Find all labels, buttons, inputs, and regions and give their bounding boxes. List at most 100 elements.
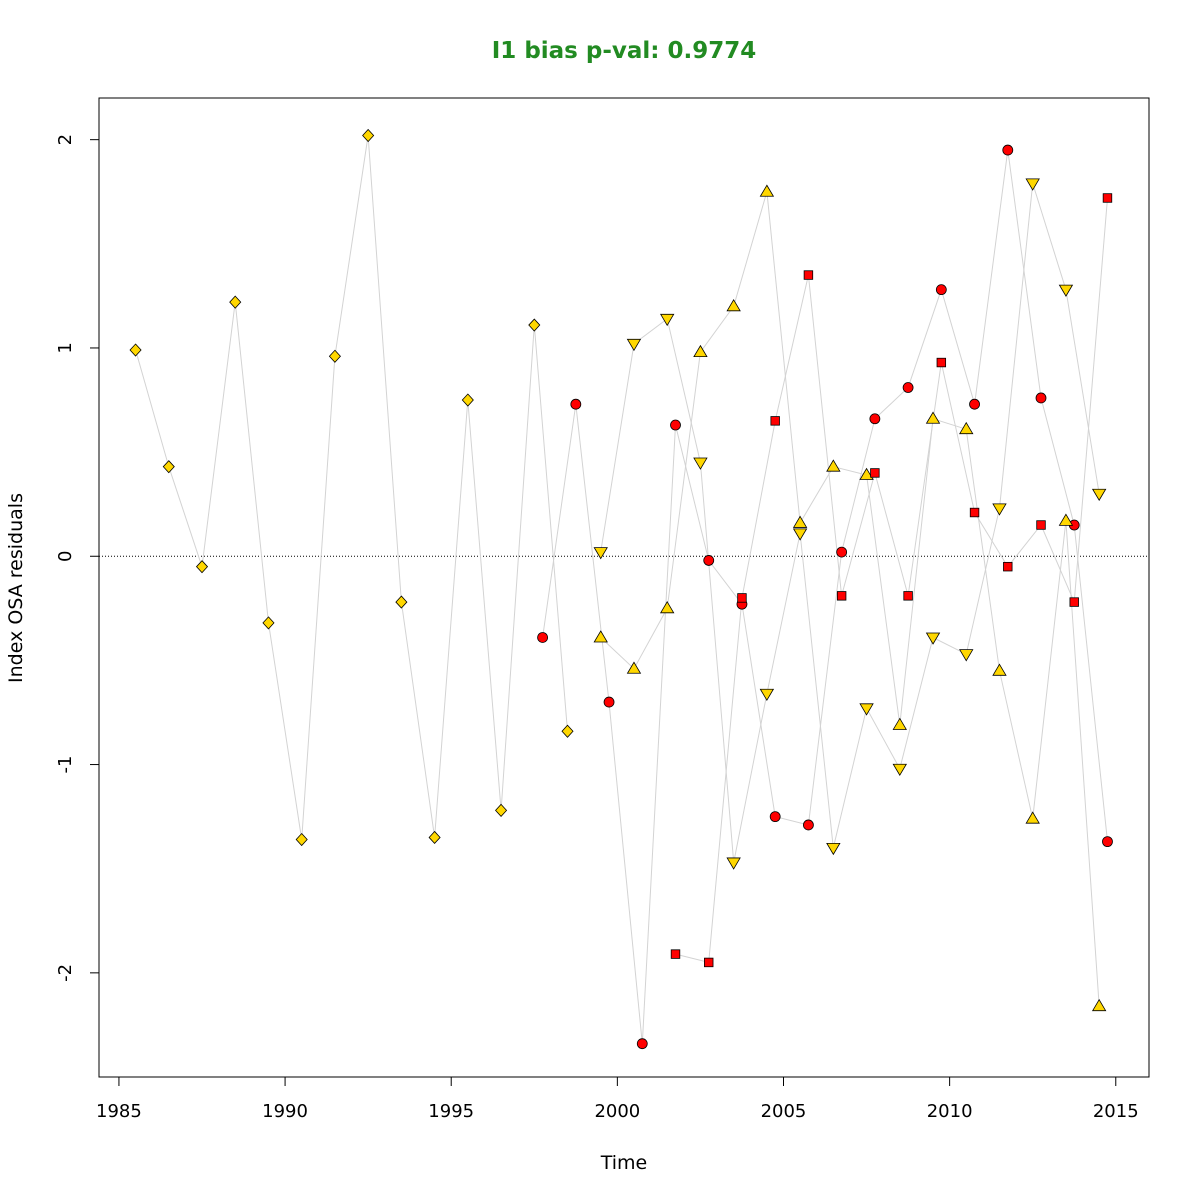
series-square-line: [675, 197, 1108, 964]
data-point-square: [836, 591, 847, 601]
x-tick-label: 2000: [594, 1101, 640, 1122]
data-point-circle: [902, 382, 914, 393]
series-triangle-up-line: [600, 191, 1100, 1007]
data-point-square: [936, 357, 947, 368]
data-point-circle: [537, 632, 548, 643]
data-point-triangle-down: [925, 632, 941, 645]
data-point-diamond: [162, 460, 175, 474]
data-point-triangle-down: [826, 842, 841, 856]
data-point-triangle-down: [859, 703, 874, 716]
data-point-triangle-down: [1025, 178, 1040, 191]
data-point-triangle-up: [626, 661, 642, 674]
data-point-diamond: [362, 128, 375, 143]
data-point-circle: [1102, 836, 1113, 848]
data-point-circle: [803, 819, 814, 831]
series-diamond-line: [135, 135, 568, 840]
data-point-circle: [769, 811, 781, 823]
data-point-triangle-down: [792, 528, 808, 541]
y-tick-label: -1: [55, 756, 76, 774]
series-points: [129, 128, 1113, 1050]
series-triangle-down-line: [600, 183, 1100, 863]
data-point-triangle-up: [1091, 998, 1107, 1012]
data-point-square: [770, 416, 780, 426]
y-tick-label: 2: [55, 134, 76, 145]
y-tick-label: 0: [55, 551, 76, 562]
data-point-circle: [670, 419, 681, 431]
data-point-diamond: [129, 343, 142, 357]
data-point-square: [803, 270, 814, 280]
y-tick-label: 1: [55, 342, 76, 353]
data-point-diamond: [195, 560, 209, 574]
data-point-diamond: [561, 724, 574, 738]
data-point-triangle-down: [959, 649, 974, 662]
data-point-circle: [603, 696, 615, 708]
chart-title: I1 bias p-val: 0.9774: [492, 38, 757, 64]
data-point-diamond: [295, 832, 308, 847]
data-point-diamond: [461, 393, 474, 407]
series-circle-line: [542, 150, 1108, 1044]
data-point-diamond: [428, 830, 441, 845]
data-point-circle: [1035, 392, 1047, 404]
data-point-triangle-down: [626, 338, 642, 352]
data-point-triangle-down: [659, 313, 675, 327]
data-point-diamond: [262, 616, 275, 630]
data-point-triangle-down: [693, 457, 708, 470]
data-point-diamond: [229, 295, 242, 309]
data-point-triangle-up: [593, 630, 608, 643]
data-point-circle: [935, 284, 947, 296]
plot-area-frame: [98, 97, 1150, 1078]
data-point-circle: [570, 398, 582, 410]
x-tick-label: 1995: [428, 1101, 474, 1122]
data-point-triangle-up: [759, 184, 775, 197]
data-point-square: [1036, 520, 1046, 530]
data-point-diamond: [328, 349, 341, 363]
x-tick-label: 2005: [761, 1101, 807, 1122]
data-point-triangle-up: [1025, 811, 1040, 824]
data-point-triangle-up: [726, 299, 741, 312]
data-point-triangle-down: [1091, 488, 1107, 502]
data-point-square: [704, 957, 714, 968]
data-point-circle: [1002, 144, 1014, 156]
x-tick-label: 2010: [927, 1101, 973, 1122]
data-point-square: [1102, 193, 1113, 203]
data-point-triangle-down: [759, 688, 775, 702]
data-point-square: [870, 468, 880, 478]
data-point-triangle-up: [859, 467, 874, 480]
data-point-square: [1069, 597, 1079, 607]
y-axis-label: Index OSA residuals: [5, 493, 27, 683]
x-tick-label: 2015: [1093, 1101, 1139, 1122]
data-point-circle: [703, 555, 715, 566]
data-point-diamond: [495, 803, 508, 817]
data-point-triangle-up: [826, 459, 841, 472]
x-axis-label: Time: [600, 1152, 648, 1174]
data-point-square: [903, 591, 913, 601]
data-point-square: [737, 593, 747, 603]
data-point-triangle-down: [726, 857, 741, 870]
data-point-triangle-up: [693, 344, 708, 358]
series-lines: [135, 135, 1108, 1044]
data-point-triangle-up: [892, 717, 907, 730]
data-point-triangle-up: [959, 421, 974, 435]
data-point-triangle-up: [925, 411, 941, 424]
data-point-triangle-down: [992, 503, 1007, 516]
data-point-triangle-down: [892, 763, 907, 777]
data-point-diamond: [395, 595, 408, 609]
data-point-triangle-down: [593, 547, 608, 560]
data-point-triangle-up: [992, 663, 1007, 676]
data-point-triangle-down: [1058, 284, 1074, 297]
x-tick-label: 1985: [96, 1101, 142, 1122]
y-axis: -2 -1 0 1 2: [55, 134, 100, 982]
data-point-triangle-up: [659, 601, 675, 614]
data-point-circle: [869, 413, 881, 425]
data-point-square: [1003, 561, 1013, 572]
data-point-circle: [636, 1038, 648, 1050]
x-tick-label: 1990: [262, 1101, 308, 1122]
x-axis: 1985 1990 1995 2000 2005 2010 2015: [96, 1076, 1139, 1122]
data-point-square: [670, 949, 681, 959]
data-point-circle: [836, 546, 848, 558]
data-point-diamond: [528, 318, 541, 332]
data-point-triangle-up: [1058, 513, 1074, 526]
data-point-triangle-up: [792, 515, 808, 528]
y-tick-label: -2: [55, 964, 76, 982]
